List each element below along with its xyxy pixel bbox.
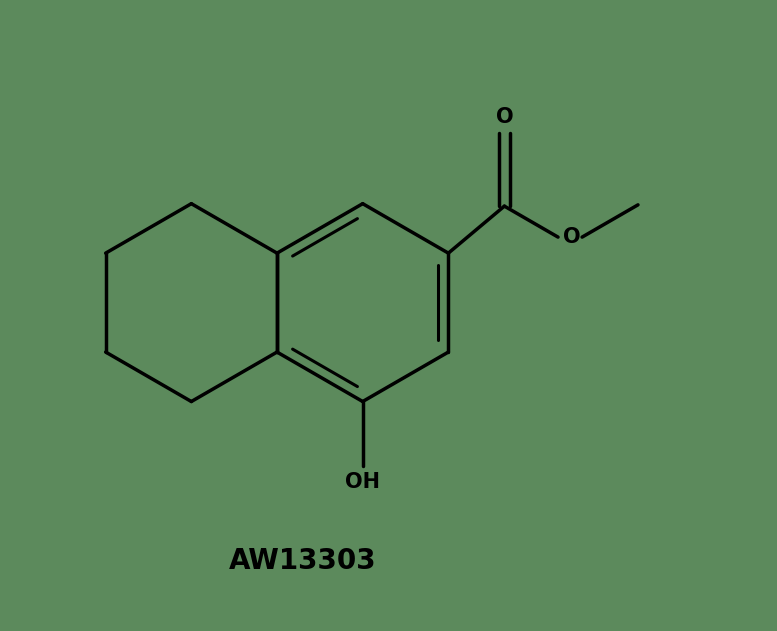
Text: O: O (563, 227, 580, 247)
Text: OH: OH (345, 472, 380, 492)
Text: O: O (496, 107, 513, 127)
Text: AW13303: AW13303 (228, 546, 376, 575)
